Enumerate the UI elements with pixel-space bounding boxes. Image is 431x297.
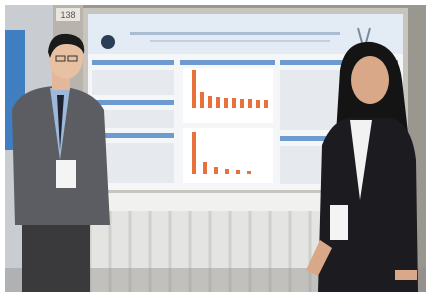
figure-bar (256, 100, 260, 108)
face (351, 56, 389, 104)
section-bar (180, 60, 275, 65)
figure-bar (240, 99, 244, 108)
figure-bar (264, 100, 268, 108)
poster-logo (101, 35, 115, 49)
figure-bar (236, 170, 240, 174)
figure-bar (225, 169, 229, 174)
text-block (92, 70, 174, 95)
figure-panel (183, 68, 273, 123)
figure-bar (247, 171, 251, 174)
poster-middle-column (180, 60, 275, 183)
figure-panel (183, 128, 273, 183)
board-number: 138 (60, 10, 75, 20)
name-badge (56, 160, 76, 188)
name-badge (330, 205, 348, 240)
table-top (70, 193, 340, 211)
figure-bar (248, 99, 252, 108)
figure-bar (192, 132, 196, 174)
page-body: {"board_number": "138"} 138 (0, 0, 431, 297)
section-bar (92, 100, 174, 105)
section-bar (92, 60, 174, 65)
figure-bar (200, 92, 204, 108)
figure-bar (224, 98, 228, 108)
figure-bar (192, 70, 196, 108)
figure-bar (214, 167, 218, 174)
figure-bar (232, 98, 236, 108)
hand (395, 270, 417, 280)
page: Poster session photo html, body { margin… (0, 0, 431, 297)
figure-bar (216, 97, 220, 108)
figure-bar (208, 96, 212, 108)
photo: 138 (0, 0, 431, 297)
poster-title-line (130, 32, 340, 35)
figure-bar (203, 162, 207, 174)
poster-author-line (150, 40, 330, 42)
